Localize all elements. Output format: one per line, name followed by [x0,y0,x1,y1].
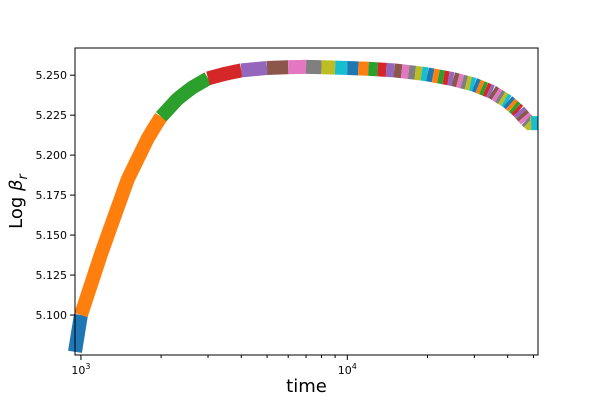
curve-segment [206,63,243,86]
curve-segment [516,109,530,122]
curve-segment [513,106,527,119]
curve-segment [442,70,450,86]
curve-segment [524,116,535,131]
curve-segment [468,76,477,92]
curve-segment [368,61,379,77]
curve-segment [501,93,512,108]
y-axis-label-symbol: β [6,179,27,192]
curve-segment [521,114,534,128]
curve-segment [393,63,403,79]
curve-segment [68,313,88,353]
curve-segment [505,98,519,112]
curve-segment [464,75,473,91]
y-axis-ticks: 5.100 5.125 5.150 5.175 5.200 5.225 5.250 [36,69,75,322]
curve-segment [479,81,488,96]
curve-segment [407,65,417,80]
x-axis-ticks: 103 104 [71,355,534,377]
curve-segment [437,69,445,85]
curve-segment [503,96,516,110]
y-tick-label: 5.200 [36,149,68,162]
y-tick-label: 5.150 [36,229,68,242]
curve-segment [266,60,289,75]
curve-segment [482,82,492,98]
x-axis-label: time [286,376,327,397]
y-axis-label: Log βr [6,172,31,228]
y-tick-label: 5.250 [36,69,68,82]
curve-segment [377,62,387,77]
curve-segment [508,101,521,115]
y-tick-label: 5.100 [36,309,68,322]
curve-segment [431,68,440,84]
curve-segment [155,72,212,122]
curve-segment [426,67,435,83]
curve-segment [471,78,481,93]
x-tick-label: 103 [71,362,90,377]
plot-frame [74,47,539,356]
y-tick-label: 5.225 [36,109,68,122]
curve-segment [400,64,410,79]
curve-segment [511,103,524,117]
y-tick-label: 5.175 [36,189,68,202]
curve-segment [414,65,423,81]
curve-segment [491,87,503,102]
y-axis-label-text: Log [6,191,27,229]
curve-segment [460,74,469,90]
curve-segment [475,79,485,95]
y-axis-label-subscript: r [16,172,31,179]
curve-segment [518,112,532,125]
curve-segment [451,72,460,88]
curve-segments [68,59,538,353]
curve-segment [497,91,509,106]
curve-segment [455,73,464,89]
curve-segment [488,85,500,100]
curve-segment [494,89,506,104]
curve-segment [240,61,268,78]
curve-segment [74,113,168,318]
x-tick-label: 104 [338,362,357,377]
curve-segment [385,62,395,78]
y-tick-label: 5.125 [36,269,68,282]
curve-segment [486,84,495,99]
curve-segment [420,66,429,82]
curve-segment [447,71,455,87]
